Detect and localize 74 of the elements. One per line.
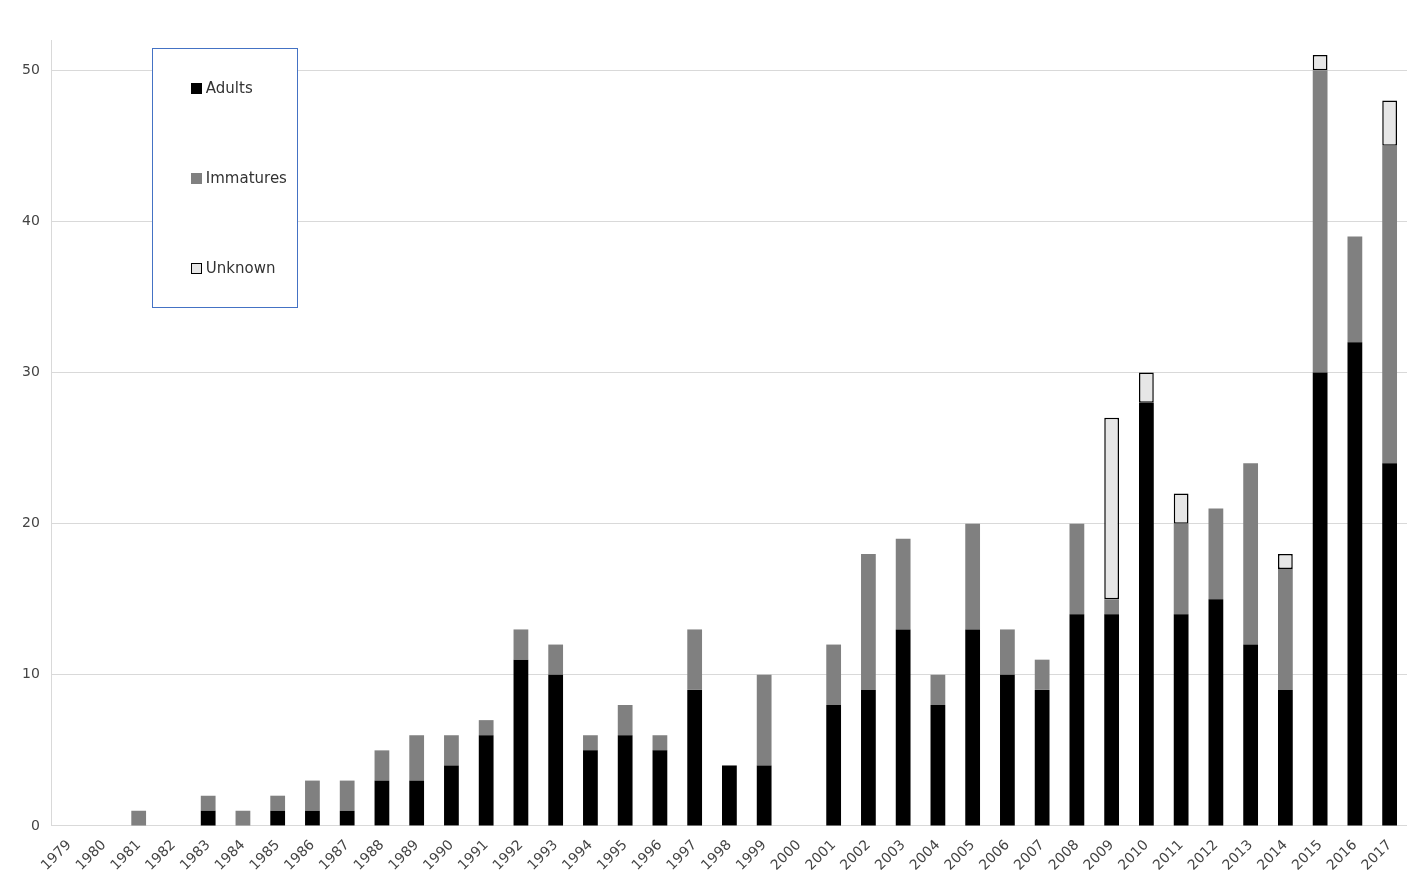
bar: [1312, 372, 1328, 826]
bar: [756, 674, 772, 766]
bar: [513, 659, 529, 826]
bar: [965, 523, 981, 630]
bar: [583, 735, 598, 751]
bar: [861, 689, 876, 826]
bar: [617, 705, 633, 736]
bar: [1034, 659, 1050, 690]
bar: [1382, 145, 1398, 464]
bar: [1069, 523, 1085, 615]
bar: [235, 810, 251, 826]
bar: [1069, 614, 1085, 826]
y-tick-label: 40: [21, 212, 40, 229]
bar: [826, 644, 842, 706]
bar: [895, 538, 911, 630]
y-tick-label: 10: [21, 665, 40, 682]
bar: [374, 750, 390, 781]
bar: [722, 765, 737, 826]
bar: [409, 780, 425, 826]
bar: [1173, 523, 1189, 615]
bar: [895, 629, 911, 826]
bar: [444, 765, 459, 826]
bar: [374, 780, 390, 826]
bar: [687, 629, 703, 690]
bar: [826, 705, 842, 826]
bar: [861, 553, 876, 690]
bar: [200, 810, 216, 826]
bar: [583, 750, 598, 826]
bar: [1382, 463, 1398, 826]
bar: [687, 689, 703, 826]
bar: [652, 750, 668, 826]
bar: [1347, 342, 1363, 826]
bar: [513, 629, 529, 660]
legend-label: Adults: [205, 79, 253, 97]
bar: [617, 735, 633, 826]
bar: [1000, 629, 1015, 675]
bar: [652, 735, 668, 751]
legend-label: Immatures: [205, 169, 287, 187]
bar: [444, 735, 459, 766]
bar: [131, 810, 147, 826]
bar: [1243, 463, 1259, 645]
y-tick-label: 30: [21, 363, 40, 380]
bar: [930, 705, 946, 826]
y-tick-label: 20: [21, 514, 40, 531]
bar: [965, 629, 981, 826]
bar: [200, 795, 216, 811]
bar: [1173, 614, 1189, 826]
bar: [305, 810, 320, 826]
y-tick-label: 50: [21, 60, 40, 77]
bar: [478, 735, 494, 826]
bar: [1312, 70, 1328, 373]
bar: [478, 720, 494, 736]
bar: [305, 780, 320, 811]
bar: [1278, 689, 1293, 826]
bar: [1000, 674, 1015, 826]
y-tick-label: 0: [30, 816, 40, 833]
legend-label: Unknown: [205, 259, 276, 277]
bar: [339, 780, 355, 811]
bar: [1104, 599, 1120, 615]
bar: [1278, 568, 1293, 690]
bar: [756, 765, 772, 826]
bar: [270, 810, 286, 826]
bar: [548, 644, 564, 675]
bar: [930, 674, 946, 706]
bar: [1034, 689, 1050, 826]
bar: [548, 674, 564, 826]
bar: [409, 735, 425, 781]
bar: [1208, 508, 1224, 600]
bar: [1104, 614, 1120, 826]
bar: [1208, 599, 1224, 826]
bar: [339, 810, 355, 826]
bar: [1347, 236, 1363, 343]
bar: [1243, 644, 1259, 826]
bar: [270, 795, 286, 811]
